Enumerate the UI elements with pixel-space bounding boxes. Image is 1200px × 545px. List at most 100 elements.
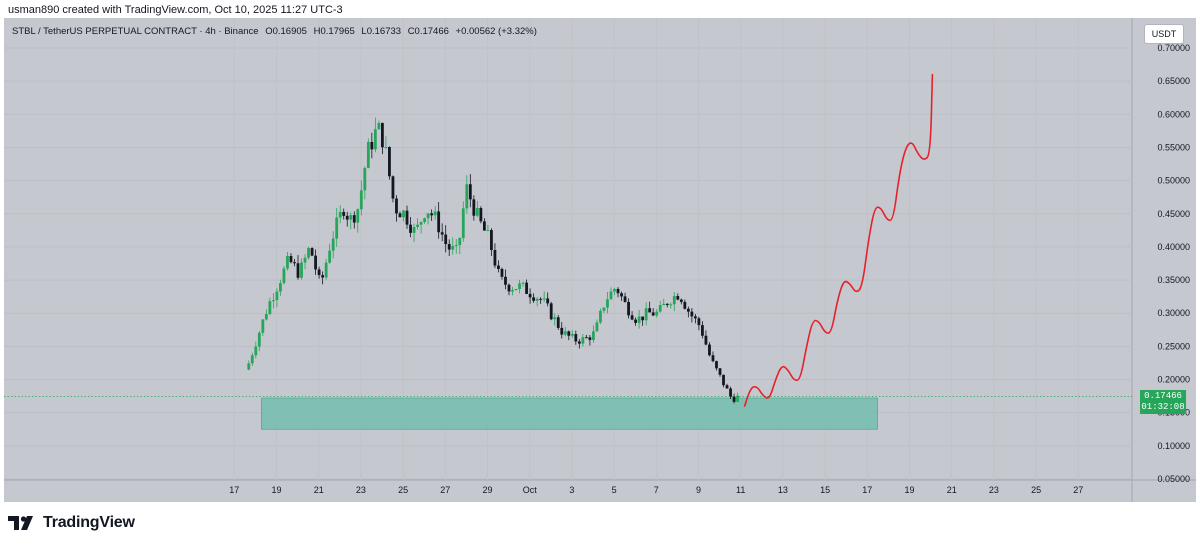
candle-body: [395, 198, 398, 214]
x-tick-label: 23: [989, 485, 999, 495]
x-tick-label: 23: [356, 485, 366, 495]
candle-body: [482, 221, 486, 231]
x-tick-label: 13: [778, 485, 788, 495]
y-tick-label: 0.65000: [1157, 76, 1190, 86]
candle-body: [627, 301, 630, 316]
projection-path: [743, 73, 934, 407]
candle-body: [314, 255, 317, 270]
candle-body: [331, 238, 335, 251]
candle-body: [690, 311, 694, 317]
candle-body: [630, 315, 634, 320]
y-tick-label: 0.45000: [1157, 209, 1190, 219]
candle-body: [426, 213, 430, 219]
candle-body: [644, 308, 648, 321]
y-tick-label: 0.30000: [1157, 308, 1190, 318]
candle-body: [458, 237, 462, 246]
candle-body: [447, 244, 451, 250]
candle-body: [683, 301, 687, 309]
candle-body: [282, 268, 286, 284]
candle-body: [655, 311, 659, 316]
candle-body: [307, 248, 310, 258]
tradingview-logo[interactable]: TradingView: [8, 513, 135, 533]
candle-body: [275, 291, 279, 301]
candle-body: [581, 337, 585, 344]
candle-body: [542, 298, 546, 300]
candle-body: [609, 291, 613, 300]
last-price-badge: 0.17466 01:32:08: [1140, 390, 1186, 415]
bar-countdown: 01:32:08: [1141, 402, 1185, 413]
candle-body: [264, 314, 268, 320]
candle-body: [398, 213, 402, 218]
candle-body: [715, 361, 718, 369]
candle-body: [592, 331, 595, 341]
candle-body: [708, 344, 711, 356]
candle-body: [490, 230, 493, 251]
candle-body: [577, 341, 581, 344]
candle-body: [405, 210, 409, 225]
candle-body: [669, 304, 673, 306]
legend-high: H0.17965: [313, 26, 355, 37]
chart-pane[interactable]: 0.70000 0.65000 0.60000 0.55000 0.50000 0.450…: [4, 18, 1196, 502]
candle-body: [468, 184, 472, 200]
candle-body: [293, 262, 296, 264]
candle-body: [546, 298, 550, 304]
candle-body: [440, 232, 444, 235]
candle-body: [521, 282, 525, 284]
candle-body: [366, 141, 370, 168]
candle-body: [641, 316, 645, 321]
candle-body: [595, 322, 599, 332]
candle-body: [338, 211, 342, 218]
candle-body: [454, 245, 458, 247]
candle-body: [662, 303, 666, 306]
candle-body: [697, 318, 701, 326]
y-tick-label: 0.05000: [1157, 474, 1190, 484]
x-tick-label: 17: [229, 485, 239, 495]
caption: usman890 created with TradingView.com, O…: [8, 4, 343, 16]
symbol-legend: STBL / TetherUS PERPETUAL CONTRACT · 4h …: [12, 26, 541, 37]
y-tick-label: 0.40000: [1157, 242, 1190, 252]
candle-body: [433, 211, 437, 216]
candle-body: [335, 217, 339, 239]
candle-body: [381, 122, 384, 148]
candle-body: [342, 211, 346, 216]
y-tick-label: 0.10000: [1157, 441, 1190, 451]
candle-body: [451, 245, 455, 250]
tradingview-logo-icon: [8, 516, 33, 530]
y-tick-label: 0.60000: [1157, 109, 1190, 119]
candle-body: [461, 208, 465, 238]
candle-body: [599, 310, 602, 323]
candle-body: [475, 208, 479, 216]
candle-body: [493, 250, 497, 266]
candle-body: [328, 250, 332, 263]
candle-body: [528, 293, 532, 298]
legend-close: C0.17466: [407, 26, 449, 37]
candle-body: [711, 355, 715, 362]
candle-body: [602, 307, 606, 311]
legend-change: +0.00562 (+3.32%): [455, 26, 537, 37]
logo-text: TradingView: [43, 514, 135, 531]
candle-body: [549, 303, 553, 320]
candle-body: [556, 317, 560, 328]
y-tick-label: 0.20000: [1157, 375, 1190, 385]
x-tick-label: Oct: [523, 485, 538, 495]
y-tick-label: 0.35000: [1157, 275, 1190, 285]
candle-body: [525, 282, 528, 294]
candle-body: [518, 283, 521, 289]
candle-body: [606, 299, 609, 308]
candle-body: [479, 208, 483, 222]
candle-body: [279, 283, 282, 292]
candle-body: [732, 396, 736, 402]
candle-body: [563, 331, 567, 335]
x-tick-label: 11: [736, 485, 745, 495]
chart-plot[interactable]: 0.70000 0.65000 0.60000 0.55000 0.50000 0.450…: [4, 18, 1196, 502]
candle-body: [718, 368, 722, 375]
support-zone: [261, 397, 878, 430]
x-tick-label: 19: [271, 485, 281, 495]
y-tick-label: 0.55000: [1157, 142, 1190, 152]
candle-body: [356, 209, 360, 223]
candle-body: [289, 256, 293, 263]
candle-body: [532, 297, 536, 301]
candle-body: [693, 316, 697, 319]
quote-currency-button[interactable]: USDT: [1144, 24, 1184, 44]
candle-body: [416, 224, 419, 227]
